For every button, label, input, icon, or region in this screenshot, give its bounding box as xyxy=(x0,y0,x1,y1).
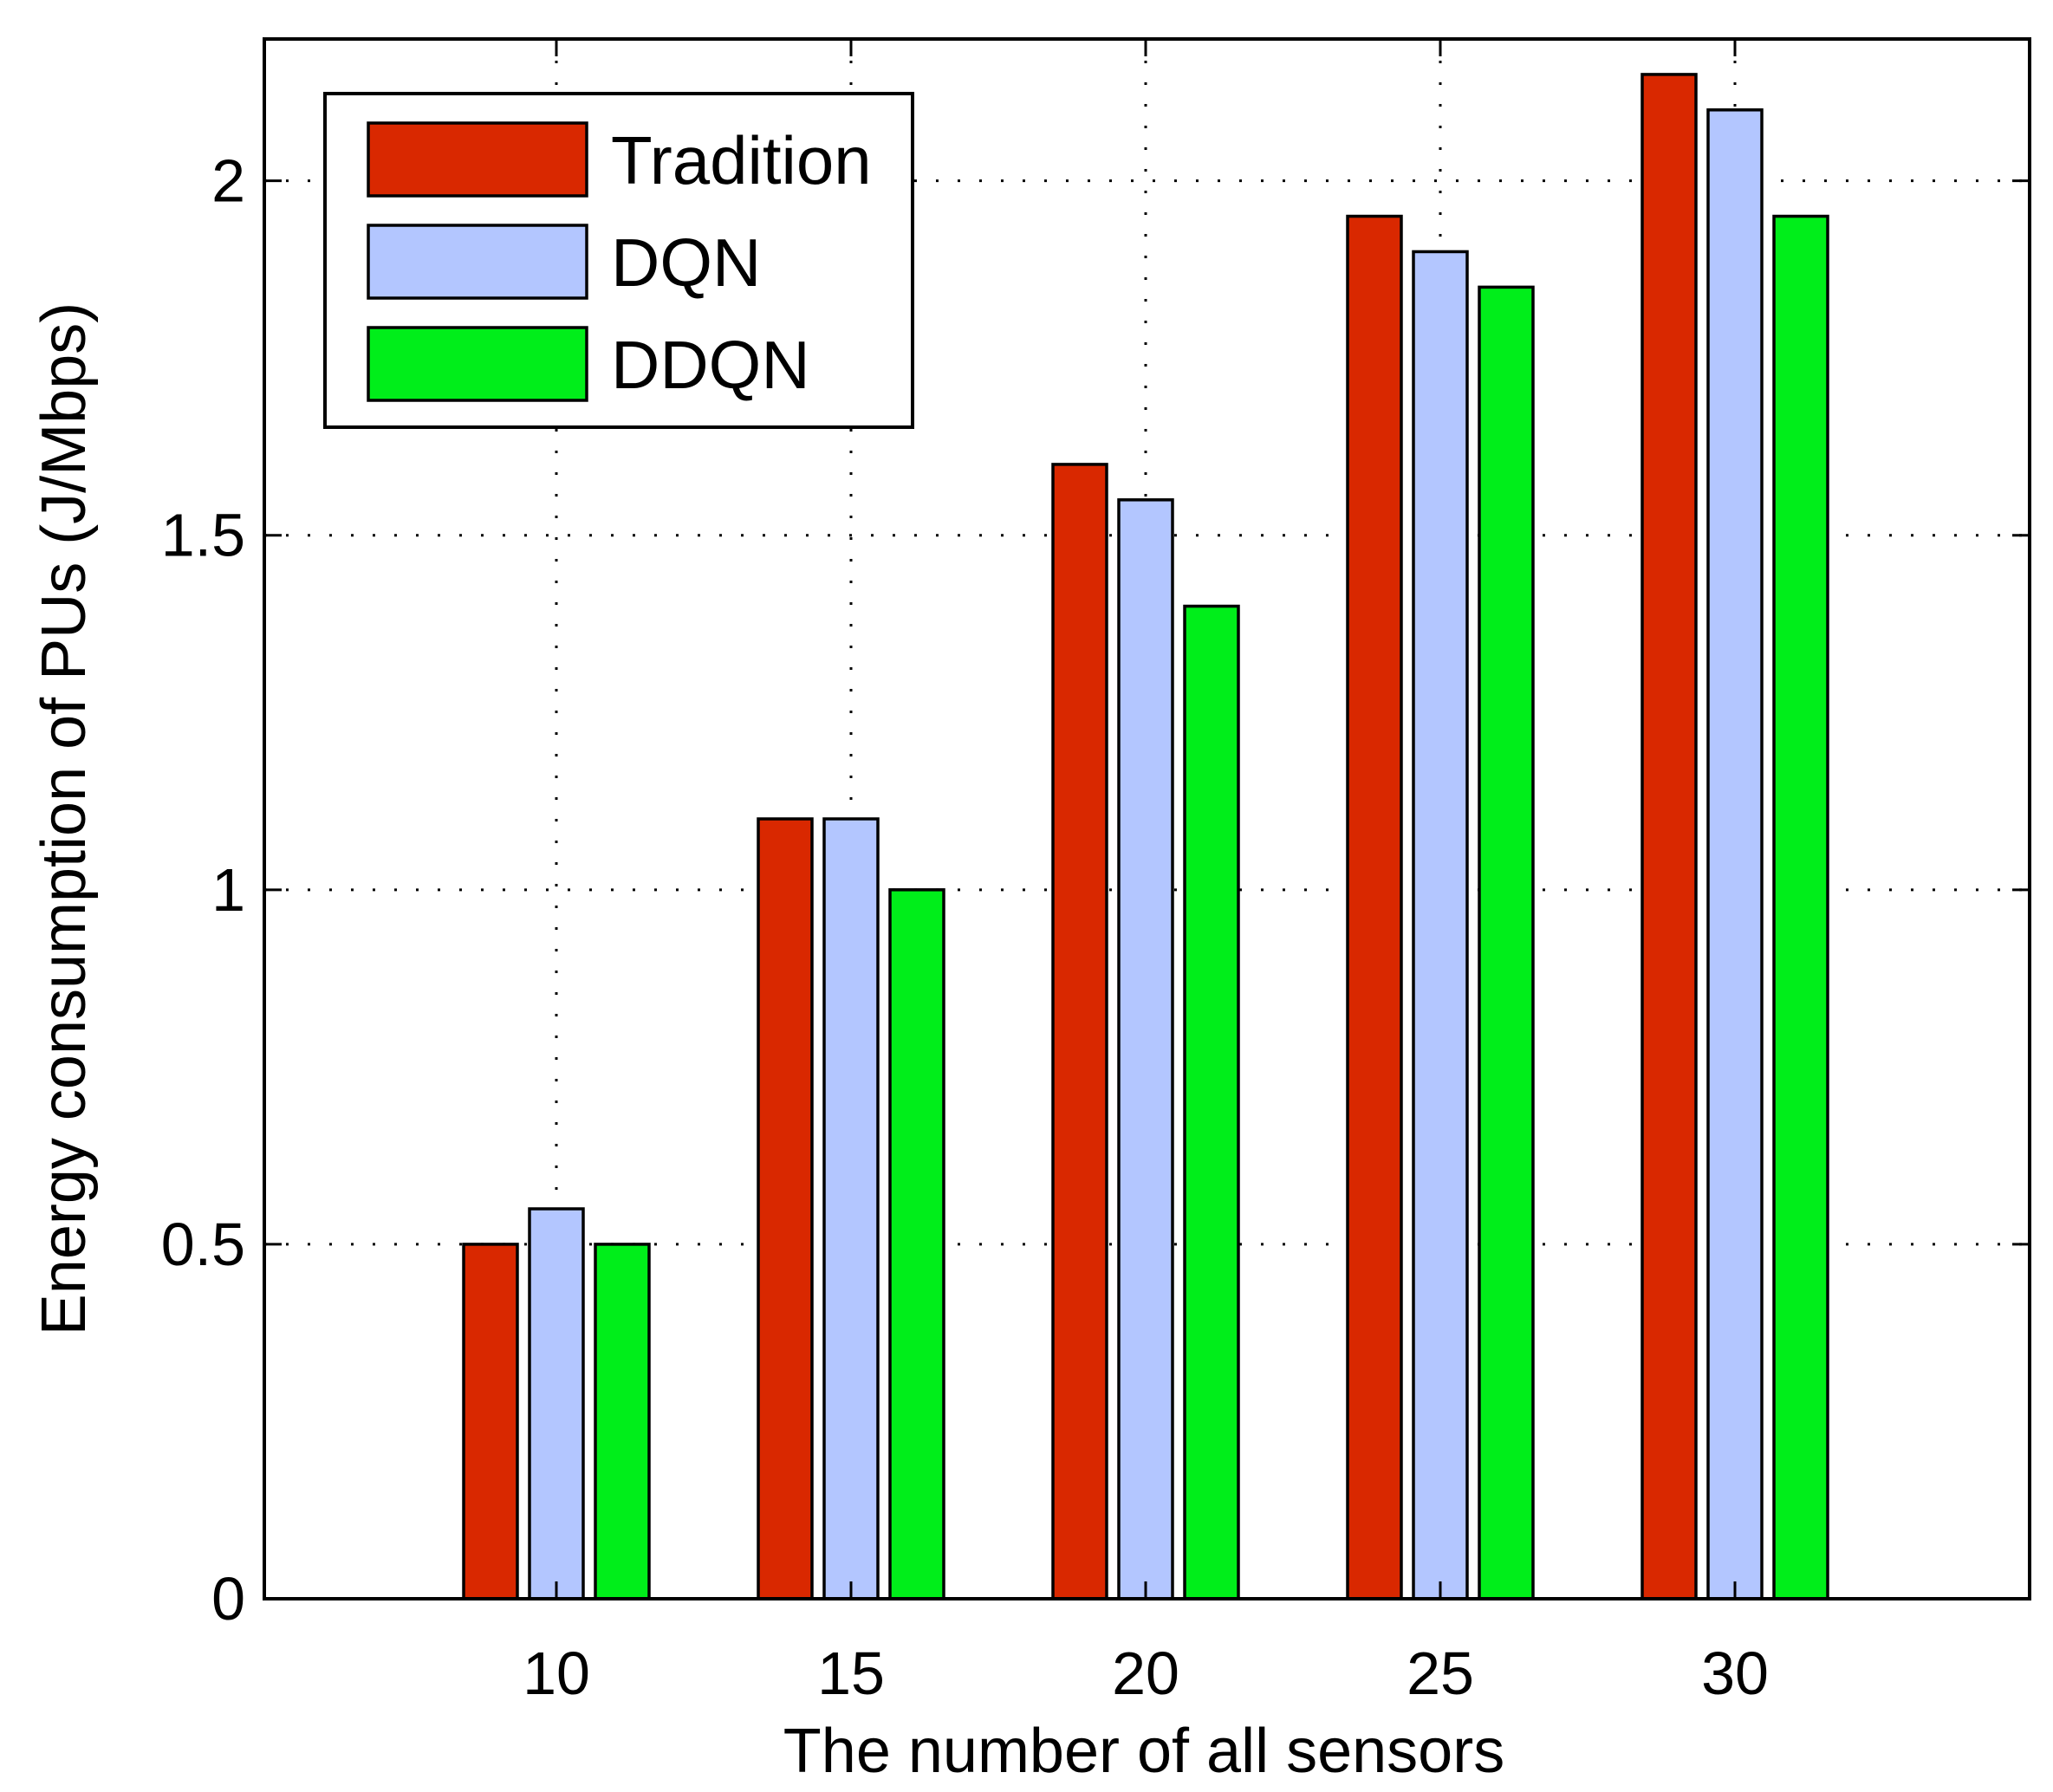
bar-tradition-25 xyxy=(1346,214,1403,1600)
x-tick-label: 25 xyxy=(1407,1639,1474,1707)
axis-ticks xyxy=(264,39,2030,1600)
bar-ddqn-20 xyxy=(1183,604,1240,1600)
y-tick-label: 2 xyxy=(211,147,245,215)
bar-ddqn-30 xyxy=(1772,214,1829,1600)
y-axis-title: Energy consumption of PUs (J/Mbps) xyxy=(29,302,99,1335)
x-tick-label: 30 xyxy=(1701,1639,1769,1707)
y-tick-label: 1.5 xyxy=(161,502,245,569)
bar-tradition-15 xyxy=(757,817,814,1600)
x-tick-label: 10 xyxy=(523,1639,590,1707)
x-axis-title: The number of all sensors xyxy=(783,1717,1504,1786)
bar-dqn-30 xyxy=(1706,108,1764,1600)
x-tick-label: 15 xyxy=(817,1639,885,1707)
legend-swatch-ddqn xyxy=(367,326,588,402)
tick-labels: 0 0.5 1 1.5 2 10 15 20 25 30 xyxy=(161,147,1769,1707)
legend: Tradition DQN DDQN xyxy=(323,92,914,429)
x-tick-label: 20 xyxy=(1112,1639,1179,1707)
legend-swatch-dqn xyxy=(367,224,588,300)
bar-dqn-25 xyxy=(1412,250,1469,1600)
legend-label-ddqn: DDQN xyxy=(611,327,810,403)
bar-tradition-30 xyxy=(1640,73,1698,1600)
bar-dqn-15 xyxy=(822,817,880,1600)
legend-label-dqn: DQN xyxy=(611,224,761,301)
y-tick-label: 1 xyxy=(211,856,245,924)
bar-dqn-10 xyxy=(528,1207,585,1600)
bar-ddqn-10 xyxy=(594,1243,651,1600)
legend-swatch-tradition xyxy=(367,121,588,198)
bars xyxy=(462,73,1829,1600)
y-tick-label: 0 xyxy=(211,1565,245,1633)
bar-ddqn-15 xyxy=(888,888,945,1600)
bar-tradition-10 xyxy=(462,1243,519,1600)
y-tick-label: 0.5 xyxy=(161,1211,245,1278)
legend-label-tradition: Tradition xyxy=(611,122,872,198)
bar-tradition-20 xyxy=(1051,463,1108,1600)
bar-dqn-20 xyxy=(1117,498,1174,1600)
bar-ddqn-25 xyxy=(1478,285,1535,1600)
